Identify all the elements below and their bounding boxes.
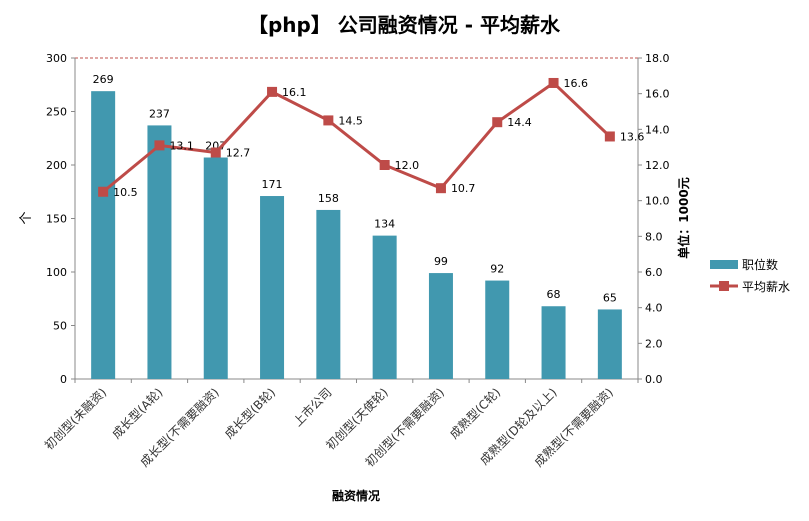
- x-tick-label: 成长型(A轮): [109, 385, 165, 441]
- y-tick-label: 0: [60, 373, 67, 386]
- bar: [541, 306, 566, 379]
- y-tick-label: 100: [46, 266, 67, 279]
- y2-tick-label: 18.0: [645, 52, 670, 65]
- line-marker: [267, 86, 278, 97]
- legend-bar-swatch: [710, 260, 738, 269]
- bar: [372, 235, 397, 379]
- bar-data-label: 207: [205, 140, 226, 153]
- y2-tick-label: 16.0: [645, 88, 670, 101]
- x-tick-label: 成长型(B轮): [222, 385, 278, 441]
- bar: [485, 280, 510, 379]
- y2-tick-label: 8.0: [645, 230, 663, 243]
- bar-data-label: 99: [434, 255, 448, 268]
- line-marker: [435, 183, 446, 194]
- bar: [91, 91, 116, 380]
- y-axis-label: 个: [19, 211, 34, 224]
- line-data-label: 10.5: [113, 186, 137, 199]
- line-marker: [323, 115, 334, 126]
- y-tick-label: 200: [46, 159, 67, 172]
- line-marker: [154, 140, 165, 151]
- y2-axis-label: 单位：1000元: [676, 177, 691, 258]
- line-data-label: 14.5: [338, 114, 363, 127]
- line-marker: [548, 77, 559, 88]
- line-data-label: 13.6: [620, 130, 645, 143]
- line-data-label: 14.4: [507, 116, 532, 129]
- bar-data-label: 65: [603, 291, 617, 304]
- line-marker: [98, 186, 109, 197]
- bar-data-label: 92: [490, 263, 504, 276]
- line-marker: [604, 131, 615, 142]
- line-data-label: 12.7: [226, 147, 251, 160]
- line-data-label: 10.7: [451, 182, 476, 195]
- legend-label-line: 平均薪水: [742, 280, 790, 294]
- bar-data-label: 171: [262, 178, 283, 191]
- y2-tick-label: 12.0: [645, 159, 670, 172]
- legend-marker: [719, 281, 729, 291]
- bar-data-label: 269: [93, 73, 114, 86]
- line-data-label: 12.0: [395, 159, 420, 172]
- y-tick-label: 150: [46, 213, 67, 226]
- y-tick-label: 250: [46, 106, 67, 119]
- y-tick-label: 50: [53, 320, 67, 333]
- x-tick-label: 上市公司: [290, 385, 335, 430]
- line-data-label: 16.6: [564, 77, 589, 90]
- y2-tick-label: 14.0: [645, 123, 670, 136]
- line-data-label: 13.1: [169, 139, 194, 152]
- bar: [147, 125, 172, 379]
- x-tick-label: 初创型(未融资): [42, 385, 109, 452]
- bar-data-label: 237: [149, 107, 170, 120]
- line-data-label: 16.1: [282, 86, 307, 99]
- legend-label-bar: 职位数: [742, 257, 778, 272]
- bar: [428, 273, 453, 379]
- line-marker: [492, 117, 503, 128]
- bar-data-label: 134: [374, 218, 395, 231]
- salary-line: [102, 81, 611, 193]
- bar: [316, 209, 341, 379]
- legend: 职位数 平均薪水: [710, 257, 790, 294]
- x-tick-label: 成熟型(C轮): [446, 385, 503, 442]
- y2-tick-label: 6.0: [645, 266, 663, 279]
- bar: [260, 196, 285, 379]
- line-marker: [210, 147, 221, 158]
- bar: [203, 157, 228, 379]
- y-tick-label: 300: [46, 52, 67, 65]
- bar-data-label: 158: [318, 192, 339, 205]
- bar-data-label: 68: [547, 288, 561, 301]
- chart-title: 【php】 公司融资情况 - 平均薪水: [248, 13, 561, 37]
- y2-tick-label: 2.0: [645, 337, 663, 350]
- y2-tick-label: 10.0: [645, 195, 670, 208]
- line-marker: [379, 160, 390, 170]
- x-axis-label: 融资情况: [332, 488, 380, 503]
- bar: [597, 309, 622, 379]
- y2-tick-label: 0.0: [645, 373, 663, 386]
- y2-tick-label: 4.0: [645, 302, 663, 315]
